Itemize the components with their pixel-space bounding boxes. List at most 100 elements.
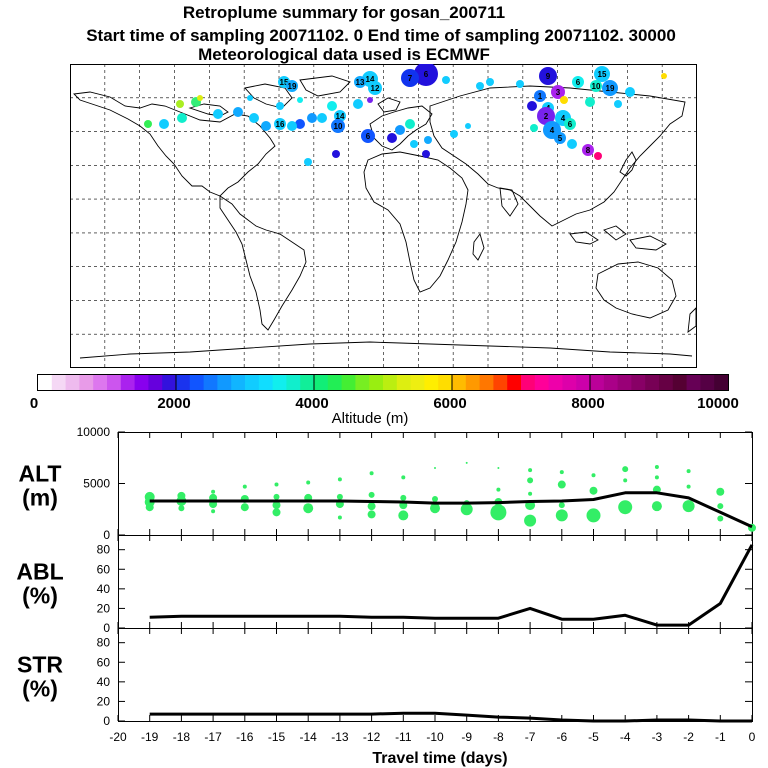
- trajectory-marker: [276, 102, 284, 110]
- colorbar-cell: [590, 375, 605, 390]
- colorbar-cell: [686, 375, 701, 390]
- trajectory-markers: 671413121519915191063144624581410166: [144, 64, 667, 166]
- trajectory-marker: [424, 136, 432, 144]
- trajectory-marker: [537, 107, 555, 125]
- trajectory-marker: [354, 76, 366, 88]
- x-tick-label: -15: [268, 730, 286, 744]
- x-tick-label: -19: [141, 730, 159, 744]
- altitude-point: [242, 484, 247, 489]
- trajectory-marker: [261, 121, 271, 131]
- colorbar-cell: [286, 375, 301, 390]
- altitude-point: [367, 510, 376, 519]
- trajectory-marker: [274, 118, 286, 130]
- altitude-colorbar: 0 2000 4000 6000 8000 10000 Altitude (m): [30, 374, 739, 427]
- trajectory-marker: [414, 64, 438, 86]
- colorbar-cells: [38, 375, 729, 390]
- altitude-point: [717, 503, 724, 510]
- trajectory-marker: [661, 73, 667, 79]
- colorbar-cell: [189, 375, 205, 390]
- colorbar-cell: [341, 375, 356, 390]
- trajectory-marker: [368, 81, 382, 95]
- map-grid: [70, 64, 697, 368]
- trajectory-marker: [560, 96, 568, 104]
- colorbar-cell: [162, 375, 177, 390]
- x-tick-label: -9: [461, 730, 472, 744]
- altitude-point: [240, 503, 249, 512]
- colorbar-tick-label: 10000: [697, 395, 739, 412]
- altitude-point: [490, 504, 507, 521]
- trajectory-marker: [410, 140, 418, 148]
- altitude-point: [528, 468, 533, 473]
- colorbar-cell: [203, 375, 218, 390]
- trajectory-label: 6: [366, 132, 371, 141]
- trajectory-marker: [530, 124, 538, 132]
- y-tick-label: 10000: [77, 425, 111, 439]
- trajectory-label: 16: [276, 120, 285, 129]
- trajectory-marker: [422, 150, 430, 158]
- colorbar-cell: [51, 375, 67, 390]
- trajectory-label: 4: [550, 126, 555, 135]
- x-tick-label: -13: [331, 730, 349, 744]
- colorbar-cell: [479, 375, 494, 390]
- trajectory-label: 15: [280, 78, 289, 87]
- trajectory-label: 6: [424, 70, 429, 79]
- colorbar-cell: [148, 375, 163, 390]
- x-tick-label: -6: [556, 730, 567, 744]
- y-tick-label: 5000: [83, 477, 110, 491]
- trajectory-marker: [582, 144, 594, 156]
- colorbar-cell: [603, 375, 619, 390]
- y-tick-label: 0: [103, 528, 110, 542]
- trajectory-marker: [176, 100, 184, 108]
- panel-group: 0500010000ALT(m)020406080ABL(%)020406080…: [16, 425, 756, 744]
- trajectory-marker: [564, 118, 576, 130]
- panel-frame: [118, 432, 753, 536]
- x-tick-label: -11: [395, 730, 412, 744]
- colorbar-cell: [314, 375, 329, 390]
- trajectory-marker: [554, 132, 566, 144]
- trajectory-label: 14: [366, 75, 375, 84]
- x-axis-label: Travel time (days): [372, 750, 507, 767]
- altitude-point: [211, 509, 216, 514]
- colorbar-cell: [369, 375, 384, 390]
- trajectory-marker: [286, 80, 298, 92]
- x-tick-label: -3: [652, 730, 663, 744]
- colorbar-cell: [217, 375, 232, 390]
- panel-ylabel-unit: (m): [22, 485, 58, 511]
- trajectory-marker: [247, 95, 253, 101]
- colorbar-cell: [410, 375, 425, 390]
- y-tick-label: 80: [97, 636, 111, 650]
- altitude-point: [496, 487, 501, 492]
- trajectory-marker: [304, 158, 312, 166]
- colorbar-tick-label: 6000: [433, 395, 466, 412]
- altitude-point: [651, 501, 662, 512]
- x-tick-label: -7: [525, 730, 536, 744]
- colorbar-cell: [38, 375, 53, 390]
- trajectory-label: 7: [408, 74, 413, 83]
- sampling-time: Start time of sampling 20071102. 0 End t…: [86, 26, 676, 45]
- trajectory-marker: [331, 119, 345, 133]
- altitude-point: [654, 465, 659, 470]
- altitude-point: [337, 515, 342, 520]
- x-tick-label: -1: [715, 730, 726, 744]
- trajectory-marker: [367, 97, 373, 103]
- trajectory-marker: [177, 113, 187, 123]
- panel-ylabel: ABL: [16, 559, 63, 585]
- altitude-point: [273, 493, 280, 500]
- trajectory-marker: [144, 120, 152, 128]
- trajectory-marker: [585, 97, 595, 107]
- series-line-str: [149, 711, 752, 723]
- trajectory-marker: [197, 95, 203, 101]
- trajectory-marker: [327, 101, 337, 111]
- altitude-point: [368, 491, 375, 498]
- altitude-point: [460, 503, 473, 516]
- trajectory-marker: [590, 80, 602, 92]
- altitude-point: [400, 494, 407, 501]
- trajectory-marker: [539, 67, 557, 85]
- y-tick-label: 60: [97, 562, 111, 576]
- trajectory-marker: [332, 150, 340, 158]
- altitude-point: [591, 473, 596, 478]
- trajectory-marker: [476, 82, 484, 90]
- trajectory-label: 8: [586, 146, 591, 155]
- altitude-point: [272, 508, 281, 517]
- trajectory-marker: [594, 152, 602, 160]
